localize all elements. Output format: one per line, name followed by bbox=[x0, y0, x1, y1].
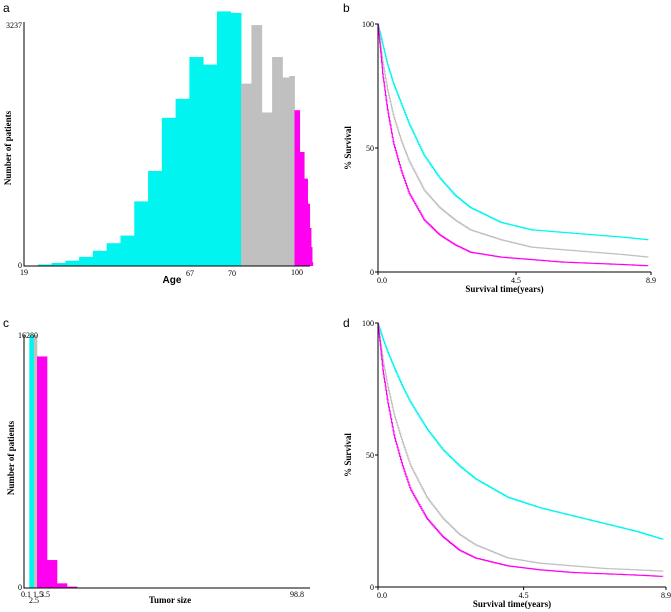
panel-b-curve-cyan bbox=[377, 23, 649, 241]
age-bar-10 bbox=[175, 98, 190, 266]
panel-a-xlabel: Age bbox=[163, 275, 182, 286]
panel-c-axes bbox=[23, 335, 310, 589]
panel-b-xtick-2: 8.9 bbox=[646, 276, 656, 285]
age-bar-17 bbox=[261, 112, 273, 266]
panel-c-xtick-98.8: 98.8 bbox=[290, 590, 304, 599]
panel-b-curve-gray bbox=[377, 23, 649, 258]
panel-c-xtick-1.5: 1.5 bbox=[33, 590, 43, 599]
age-bar-23 bbox=[304, 178, 308, 266]
panel-a-xtick-70: 70 bbox=[228, 269, 236, 278]
age-bar-18 bbox=[272, 57, 283, 266]
panel-d-curve-magenta bbox=[377, 322, 664, 577]
panel-b-xtick-0: 0.0 bbox=[377, 276, 387, 285]
panel-b-ytick-0: 0 bbox=[370, 268, 374, 277]
panel-d-ytick-0: 0 bbox=[370, 583, 374, 592]
panel-b-ytick-50: 50 bbox=[366, 144, 374, 153]
tumor-bar-1 bbox=[33, 335, 38, 588]
age-bar-24 bbox=[307, 203, 311, 266]
panel-letter-c: c bbox=[3, 316, 9, 330]
panel-b-survival-curves: 0 50 100 0.0 4.5 8.9 Survival time(years) % Sur… bbox=[343, 20, 656, 294]
panel-a-xtick-100: 100 bbox=[291, 268, 303, 277]
age-bar-26 bbox=[311, 247, 313, 266]
panel-b-ytick-100: 100 bbox=[362, 20, 374, 29]
panel-d-ytick-50: 50 bbox=[366, 451, 374, 460]
tumor-bar-4 bbox=[57, 583, 68, 588]
panel-c-xtick-2.5: 2.5 bbox=[29, 596, 39, 605]
age-bar-1 bbox=[51, 262, 66, 266]
age-bar-14 bbox=[230, 12, 242, 267]
panel-letter-b: b bbox=[343, 1, 350, 15]
panel-c-xlabel: Tumor size bbox=[149, 595, 191, 605]
panel-b-xtick-1: 4.5 bbox=[511, 276, 521, 285]
panel-d-xtick-2: 8.9 bbox=[661, 591, 671, 600]
panel-d-curve-gray bbox=[377, 322, 664, 572]
age-bar-13 bbox=[216, 11, 232, 267]
panel-c-ytick-0: 0 bbox=[18, 583, 22, 592]
panel-a-ylabel: Number of patients bbox=[3, 110, 13, 185]
panel-b-ylabel: % Survival bbox=[343, 126, 353, 170]
tumor-bar-5 bbox=[67, 586, 78, 588]
age-bar-19 bbox=[282, 77, 290, 266]
panel-letter-a: a bbox=[3, 1, 10, 15]
panel-a-ytick-0: 0 bbox=[18, 261, 22, 270]
panel-a-ytick-max: 3237 bbox=[6, 21, 22, 30]
tumor-bar-0 bbox=[29, 335, 35, 588]
panel-c-xtick-3.5: 3.5 bbox=[40, 590, 50, 599]
panel-b-curve-magenta bbox=[377, 23, 649, 267]
panel-d-survival-curves: 0 50 100 0.0 4.5 8.9 Survival time(years) % Sur… bbox=[343, 319, 671, 609]
age-bar-8 bbox=[148, 171, 163, 266]
age-bar-0 bbox=[37, 264, 52, 266]
age-bar-22 bbox=[299, 152, 305, 266]
age-bar-5 bbox=[106, 243, 121, 266]
tumor-bar-3 bbox=[47, 560, 58, 588]
age-bar-12 bbox=[203, 64, 218, 266]
panel-d-xtick-1: 4.5 bbox=[519, 591, 529, 600]
panel-c-tumor-size-histogram: 16280 00.12.51.53.5 98.8 Tumor size Number o… bbox=[6, 331, 310, 605]
panel-d-ylabel: % Survival bbox=[343, 433, 353, 477]
age-bar-7 bbox=[134, 201, 149, 266]
panel-d-axes bbox=[377, 323, 666, 588]
age-bar-20 bbox=[289, 76, 295, 266]
panel-a-xtick-67: 67 bbox=[186, 269, 194, 278]
age-bar-11 bbox=[189, 57, 204, 266]
panel-d-xtick-0: 0.0 bbox=[377, 591, 387, 600]
panel-d-xlabel: Survival time(years) bbox=[473, 599, 551, 609]
panel-b-xlabel: Survival time(years) bbox=[465, 284, 543, 294]
panel-c-xtick-0.1: 0.1 bbox=[21, 590, 31, 599]
age-bar-16 bbox=[251, 25, 263, 266]
age-bar-3 bbox=[79, 256, 94, 266]
age-bar-2 bbox=[65, 260, 80, 266]
panel-a-axes bbox=[23, 22, 310, 267]
age-bar-6 bbox=[120, 235, 135, 266]
panel-c-ylabel: Number of patients bbox=[6, 420, 16, 495]
panel-letter-d: d bbox=[343, 316, 350, 330]
age-bar-4 bbox=[92, 250, 108, 266]
panel-d-ytick-100: 100 bbox=[362, 319, 374, 328]
panel-c-ytick-max: 16280 bbox=[18, 331, 38, 340]
age-bar-21 bbox=[294, 110, 301, 266]
tumor-bar-2 bbox=[37, 356, 48, 588]
age-bar-27 bbox=[312, 262, 314, 266]
panel-b-axes bbox=[377, 24, 651, 273]
age-bar-15 bbox=[241, 83, 252, 267]
age-bar-25 bbox=[309, 228, 312, 266]
age-bar-9 bbox=[161, 117, 177, 267]
panel-a-xtick-19: 19 bbox=[20, 268, 28, 277]
panel-a-age-histogram: 3237 019 67 70 100 Age Number of patients bbox=[3, 11, 314, 286]
panel-d-curve-cyan bbox=[377, 322, 664, 540]
